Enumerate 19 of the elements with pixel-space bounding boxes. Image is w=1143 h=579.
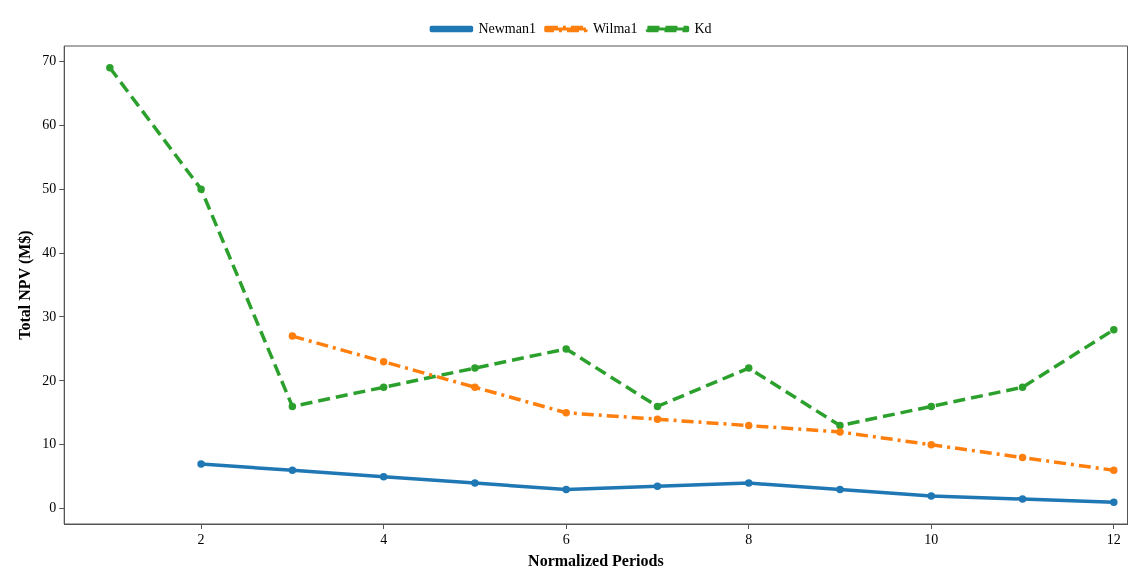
legend-label: Kd <box>694 20 712 36</box>
x-tick-label: 4 <box>380 532 388 548</box>
x-axis-title: Normalized Periods <box>528 551 664 569</box>
y-tick-label: 30 <box>42 308 57 324</box>
x-tick-label: 2 <box>197 532 205 548</box>
x-tick-label: 6 <box>562 532 570 548</box>
x-tick-label: 10 <box>924 532 939 548</box>
x-tick-label: 12 <box>1106 532 1121 548</box>
y-tick-label: 70 <box>42 53 57 69</box>
legend-label: Newman1 <box>478 20 536 36</box>
y-tick-label: 0 <box>49 500 57 516</box>
y-tick-label: 20 <box>42 372 57 388</box>
y-tick-label: 40 <box>42 244 57 260</box>
y-tick-label: 60 <box>42 116 57 132</box>
y-tick-label: 50 <box>42 180 57 196</box>
y-tick-label: 10 <box>42 436 57 452</box>
legend-label: Wilma1 <box>592 20 638 36</box>
x-tick-label: 8 <box>745 532 753 548</box>
y-axis-title: Total NPV (M$) <box>15 230 34 340</box>
